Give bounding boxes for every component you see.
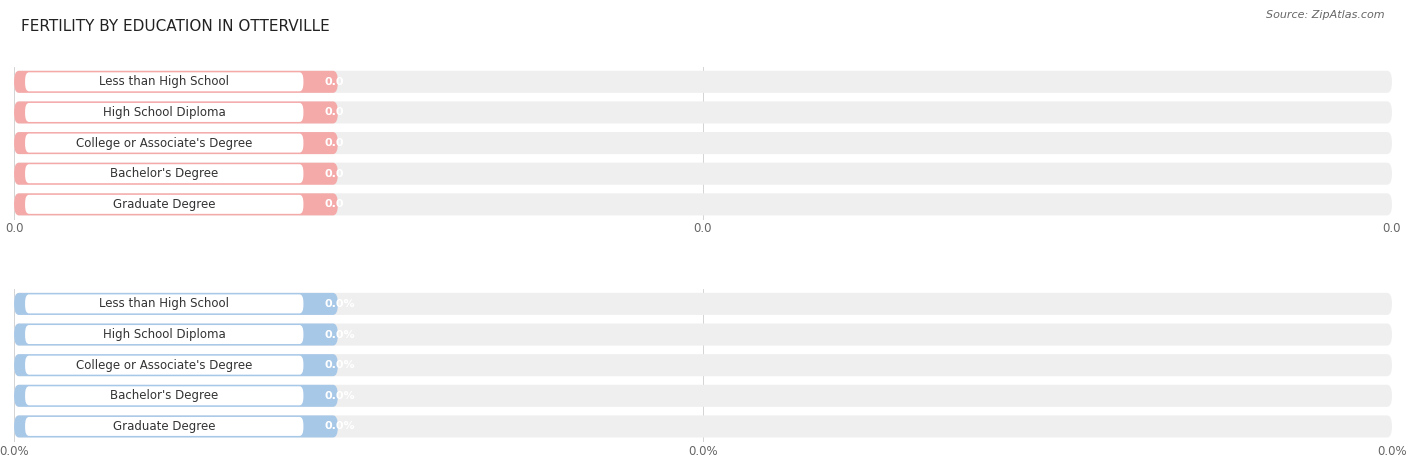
FancyBboxPatch shape <box>14 102 337 124</box>
Text: High School Diploma: High School Diploma <box>103 328 225 341</box>
FancyBboxPatch shape <box>25 72 304 91</box>
Text: Graduate Degree: Graduate Degree <box>112 198 215 211</box>
Text: College or Associate's Degree: College or Associate's Degree <box>76 137 253 150</box>
FancyBboxPatch shape <box>14 293 337 315</box>
FancyBboxPatch shape <box>14 323 1392 346</box>
FancyBboxPatch shape <box>14 102 1392 124</box>
Text: Less than High School: Less than High School <box>100 76 229 88</box>
Text: 0.0: 0.0 <box>325 138 343 148</box>
FancyBboxPatch shape <box>25 133 304 152</box>
FancyBboxPatch shape <box>14 162 1392 185</box>
FancyBboxPatch shape <box>14 385 1392 407</box>
Text: 0.0%: 0.0% <box>325 360 354 370</box>
FancyBboxPatch shape <box>25 294 304 314</box>
FancyBboxPatch shape <box>14 193 337 215</box>
FancyBboxPatch shape <box>25 103 304 122</box>
FancyBboxPatch shape <box>14 132 1392 154</box>
FancyBboxPatch shape <box>14 162 337 185</box>
Text: Source: ZipAtlas.com: Source: ZipAtlas.com <box>1267 10 1385 19</box>
FancyBboxPatch shape <box>14 132 337 154</box>
FancyBboxPatch shape <box>25 417 304 436</box>
Text: Less than High School: Less than High School <box>100 297 229 310</box>
FancyBboxPatch shape <box>14 71 1392 93</box>
Text: High School Diploma: High School Diploma <box>103 106 225 119</box>
FancyBboxPatch shape <box>25 356 304 375</box>
FancyBboxPatch shape <box>14 354 1392 376</box>
FancyBboxPatch shape <box>25 164 304 183</box>
Text: 0.0%: 0.0% <box>325 330 354 340</box>
FancyBboxPatch shape <box>14 354 337 376</box>
Text: 0.0: 0.0 <box>325 107 343 117</box>
Text: Bachelor's Degree: Bachelor's Degree <box>110 390 218 402</box>
FancyBboxPatch shape <box>14 71 337 93</box>
Text: FERTILITY BY EDUCATION IN OTTERVILLE: FERTILITY BY EDUCATION IN OTTERVILLE <box>21 19 330 34</box>
Text: Graduate Degree: Graduate Degree <box>112 420 215 433</box>
FancyBboxPatch shape <box>25 386 304 405</box>
FancyBboxPatch shape <box>25 195 304 214</box>
FancyBboxPatch shape <box>14 323 337 346</box>
FancyBboxPatch shape <box>14 416 337 437</box>
FancyBboxPatch shape <box>14 193 1392 215</box>
FancyBboxPatch shape <box>14 293 1392 315</box>
Text: 0.0%: 0.0% <box>325 299 354 309</box>
Text: 0.0%: 0.0% <box>325 391 354 401</box>
Text: 0.0: 0.0 <box>325 169 343 179</box>
FancyBboxPatch shape <box>14 385 337 407</box>
Text: 0.0: 0.0 <box>325 200 343 209</box>
Text: 0.0%: 0.0% <box>325 421 354 431</box>
Text: College or Associate's Degree: College or Associate's Degree <box>76 359 253 371</box>
Text: 0.0: 0.0 <box>325 77 343 87</box>
FancyBboxPatch shape <box>25 325 304 344</box>
FancyBboxPatch shape <box>14 416 1392 437</box>
Text: Bachelor's Degree: Bachelor's Degree <box>110 167 218 180</box>
